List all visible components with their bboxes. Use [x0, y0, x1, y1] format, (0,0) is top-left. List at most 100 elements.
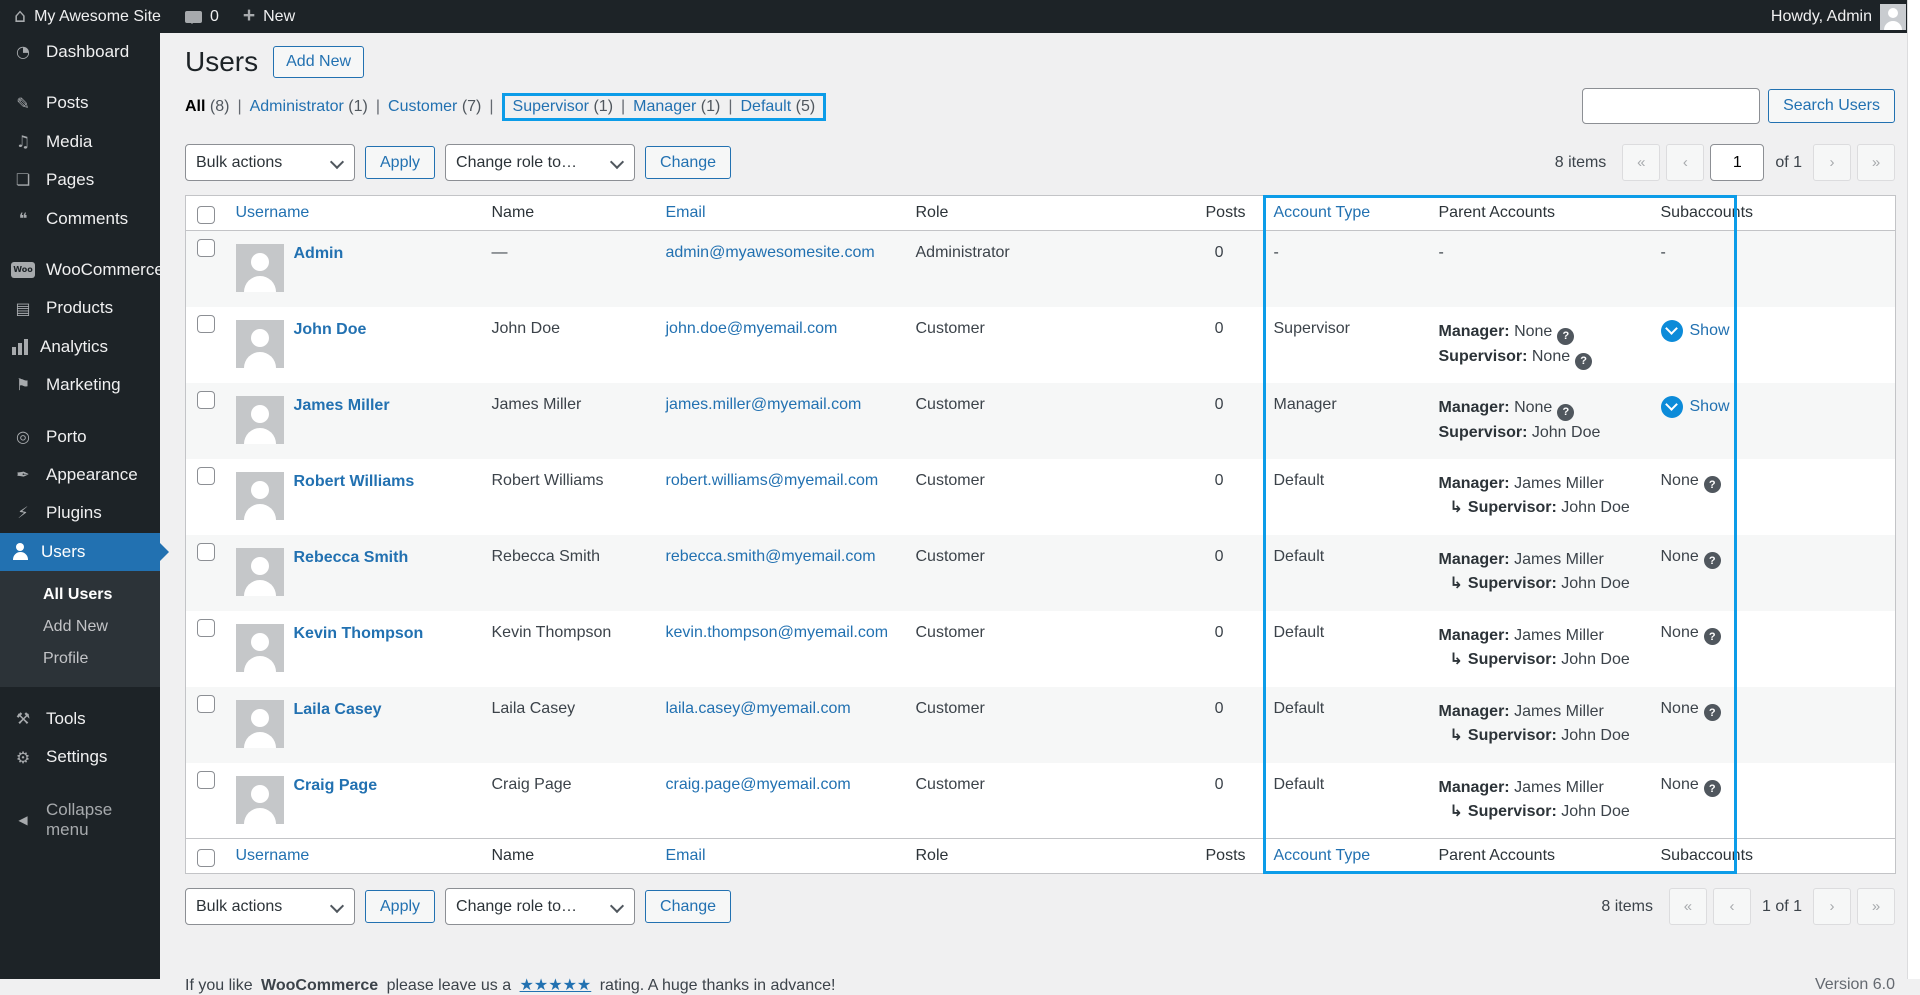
prev-page-button[interactable]: ‹: [1666, 144, 1704, 181]
sidebar-item-marketing[interactable]: ⚑Marketing: [0, 366, 160, 404]
apply-button-bottom[interactable]: Apply: [365, 890, 435, 923]
select-all-checkbox[interactable]: [197, 206, 215, 224]
current-page-input[interactable]: [1710, 144, 1764, 181]
apply-button[interactable]: Apply: [365, 146, 435, 179]
last-page-button-bottom[interactable]: »: [1857, 888, 1895, 925]
sidebar-item-appearance[interactable]: ✒Appearance: [0, 456, 160, 494]
username-link[interactable]: Kevin Thompson: [294, 625, 424, 643]
first-page-button[interactable]: «: [1622, 144, 1660, 181]
email-link[interactable]: kevin.thompson@myemail.com: [666, 624, 889, 641]
sidebar-item-analytics[interactable]: Analytics: [0, 328, 160, 366]
scrollbar[interactable]: [1907, 0, 1920, 979]
email-link[interactable]: robert.williams@myemail.com: [666, 472, 879, 489]
row-checkbox[interactable]: [197, 695, 215, 713]
sidebar-item-pages[interactable]: ❏Pages: [0, 161, 160, 199]
next-page-button-bottom[interactable]: ›: [1813, 888, 1851, 925]
username-link[interactable]: Robert Williams: [294, 473, 415, 491]
collapse-menu-button[interactable]: ◀Collapse menu: [0, 791, 160, 850]
username-link[interactable]: James Miller: [294, 397, 390, 415]
first-page-button-bottom[interactable]: «: [1669, 888, 1707, 925]
help-icon[interactable]: ?: [1557, 404, 1574, 421]
sidebar-item-posts[interactable]: ✎Posts: [0, 84, 160, 122]
sort-email-header[interactable]: Email: [666, 204, 706, 221]
sort-account-type-header[interactable]: Account Type: [1274, 204, 1371, 221]
sort-account-type-footer[interactable]: Account Type: [1274, 847, 1371, 864]
filter-default[interactable]: Default (5): [740, 98, 815, 116]
email-link[interactable]: rebecca.smith@myemail.com: [666, 548, 876, 565]
email-link[interactable]: craig.page@myemail.com: [666, 776, 851, 793]
filter-all[interactable]: All (8): [185, 98, 229, 116]
filter-manager[interactable]: Manager (1): [633, 98, 720, 116]
help-icon[interactable]: ?: [1557, 328, 1574, 345]
sidebar-item-products[interactable]: ▤Products: [0, 289, 160, 327]
role-cell: Customer: [906, 763, 1196, 839]
porto-icon: ◎: [11, 429, 35, 445]
help-icon[interactable]: ?: [1704, 476, 1721, 493]
site-home-link[interactable]: ⌂ My Awesome Site: [14, 7, 161, 26]
change-role-select[interactable]: Change role to…: [445, 144, 635, 181]
submenu-item-profile[interactable]: Profile: [0, 643, 160, 675]
help-icon[interactable]: ?: [1704, 628, 1721, 645]
change-role-select-bottom[interactable]: Change role to…: [445, 888, 635, 925]
sidebar-item-dashboard[interactable]: ◔Dashboard: [0, 33, 160, 71]
five-stars-link[interactable]: ★★★★★: [520, 977, 592, 994]
email-link[interactable]: james.miller@myemail.com: [666, 396, 862, 413]
search-input[interactable]: [1582, 88, 1760, 124]
filter-customer[interactable]: Customer (7): [388, 98, 481, 116]
row-checkbox[interactable]: [197, 619, 215, 637]
row-checkbox[interactable]: [197, 543, 215, 561]
row-checkbox[interactable]: [197, 315, 215, 333]
next-page-button[interactable]: ›: [1813, 144, 1851, 181]
bulk-actions-select[interactable]: Bulk actions: [185, 144, 355, 181]
table-footer-row: Username Name Email Role Posts Account T…: [186, 839, 1896, 874]
row-checkbox[interactable]: [197, 391, 215, 409]
sidebar-item-settings[interactable]: ⚙Settings: [0, 738, 160, 776]
show-subaccounts-link[interactable]: Show: [1661, 396, 1730, 418]
email-link[interactable]: laila.casey@myemail.com: [666, 700, 851, 717]
submenu-item-all-users[interactable]: All Users: [0, 579, 160, 611]
username-link[interactable]: Rebecca Smith: [294, 549, 409, 567]
sort-username-header[interactable]: Username: [236, 204, 310, 221]
add-new-button[interactable]: Add New: [273, 46, 364, 77]
filter-supervisor[interactable]: Supervisor (1): [513, 98, 613, 116]
sidebar-item-comments[interactable]: ❝Comments: [0, 200, 160, 238]
change-button[interactable]: Change: [645, 146, 731, 179]
search-users-button[interactable]: Search Users: [1768, 89, 1895, 122]
role-header: Role: [906, 196, 1196, 231]
bulk-actions-select-bottom[interactable]: Bulk actions: [185, 888, 355, 925]
sidebar-item-media[interactable]: ♫Media: [0, 123, 160, 161]
row-checkbox[interactable]: [197, 467, 215, 485]
help-icon[interactable]: ?: [1575, 353, 1592, 370]
new-content-menu[interactable]: + New: [243, 8, 295, 26]
username-link[interactable]: John Doe: [294, 321, 367, 339]
change-button-bottom[interactable]: Change: [645, 890, 731, 923]
sidebar-item-tools[interactable]: ⚒Tools: [0, 700, 160, 738]
username-link[interactable]: Admin: [294, 245, 344, 263]
posts-icon: ✎: [11, 96, 35, 112]
comments-shortcut[interactable]: 0: [185, 8, 219, 26]
select-all-checkbox-bottom[interactable]: [197, 849, 215, 867]
username-link[interactable]: Craig Page: [294, 777, 378, 795]
branch-arrow-icon: ↳: [1450, 649, 1463, 668]
sort-email-footer[interactable]: Email: [666, 847, 706, 864]
sidebar-item-users[interactable]: Users: [0, 533, 160, 571]
sidebar-item-porto[interactable]: ◎Porto: [0, 418, 160, 456]
email-link[interactable]: admin@myawesomesite.com: [666, 244, 875, 261]
help-icon[interactable]: ?: [1704, 704, 1721, 721]
email-link[interactable]: john.doe@myemail.com: [666, 320, 838, 337]
account-menu[interactable]: Howdy, Admin: [1771, 4, 1906, 30]
row-checkbox[interactable]: [197, 239, 215, 257]
help-icon[interactable]: ?: [1704, 552, 1721, 569]
last-page-button[interactable]: »: [1857, 144, 1895, 181]
sidebar-item-plugins[interactable]: ⚡Plugins: [0, 494, 160, 532]
prev-page-button-bottom[interactable]: ‹: [1713, 888, 1751, 925]
account-type-cell: Default: [1264, 459, 1429, 535]
sort-username-footer[interactable]: Username: [236, 847, 310, 864]
help-icon[interactable]: ?: [1704, 780, 1721, 797]
row-checkbox[interactable]: [197, 771, 215, 789]
submenu-item-add-new[interactable]: Add New: [0, 611, 160, 643]
filter-administrator[interactable]: Administrator (1): [250, 98, 368, 116]
show-subaccounts-link[interactable]: Show: [1661, 320, 1730, 342]
username-link[interactable]: Laila Casey: [294, 701, 382, 719]
